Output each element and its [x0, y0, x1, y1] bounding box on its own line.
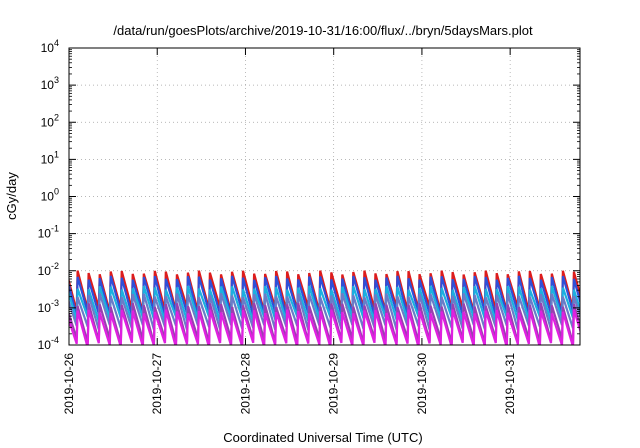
x-tick-label: 2019-10-30 — [415, 353, 429, 415]
series-line — [69, 292, 580, 331]
y-tick-label: 101 — [41, 149, 59, 166]
series-line — [69, 309, 580, 345]
x-tick-label: 2019-10-31 — [503, 353, 517, 415]
y-axis: 10-4 10-3 10-2 10-1 100 101 102 103 104 — [38, 38, 580, 352]
x-tick-label: 2019-10-26 — [62, 353, 76, 415]
series-line — [69, 270, 580, 313]
y-axis-label: cGy/day — [4, 172, 19, 220]
x-axis: 2019-10-26 2019-10-27 2019-10-28 2019-10-29… — [62, 48, 517, 414]
chart-title: /data/run/goesPlots/archive/2019-10-31/1… — [113, 23, 533, 38]
y-tick-label: 103 — [41, 75, 59, 92]
y-tick-label: 10-3 — [38, 298, 59, 315]
series-line — [69, 285, 580, 323]
x-tick-label: 2019-10-29 — [327, 353, 341, 415]
y-tick-label: 100 — [41, 187, 59, 204]
y-tick-label: 10-1 — [38, 224, 59, 241]
series-line — [69, 275, 580, 317]
x-tick-label: 2019-10-28 — [238, 353, 252, 415]
y-tick-label: 10-4 — [38, 335, 59, 352]
x-axis-label: Coordinated Universal Time (UTC) — [223, 430, 422, 445]
y-tick-label: 10-2 — [38, 261, 59, 278]
y-tick-label: 102 — [41, 112, 59, 129]
series-layer — [69, 270, 580, 345]
y-tick-label: 104 — [41, 38, 59, 55]
grid — [69, 48, 580, 345]
x-tick-label: 2019-10-27 — [150, 353, 164, 415]
